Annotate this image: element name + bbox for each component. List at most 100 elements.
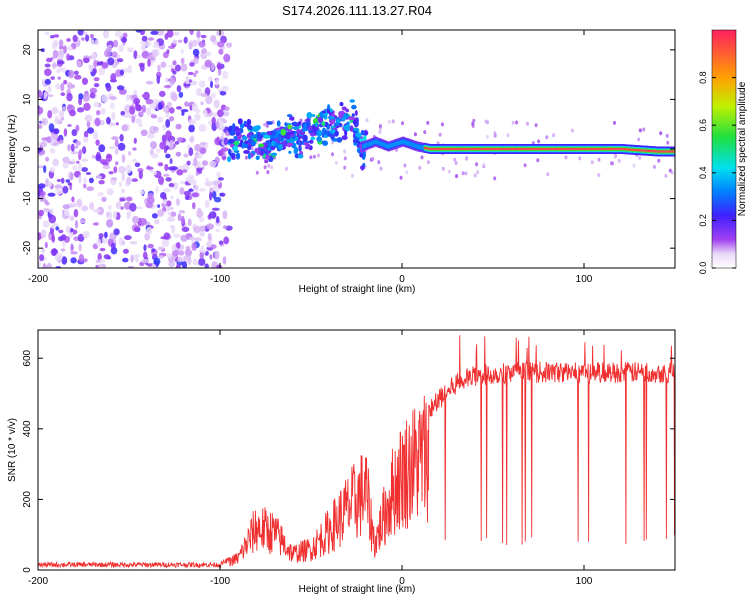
- spectrogram-cell: [165, 119, 171, 128]
- spectrogram-cell: [353, 128, 359, 132]
- spectrogram-cell: [482, 147, 485, 151]
- spectrogram-cell: [173, 31, 180, 36]
- spectrogram-cell: [56, 179, 62, 182]
- spectrogram-cell: [198, 40, 206, 48]
- spectrogram-cell: [223, 225, 228, 229]
- spectrogram-cell: [96, 175, 102, 179]
- spectrogram-cell: [449, 147, 452, 151]
- spectrogram-cell: [163, 173, 170, 177]
- spectrogram-cell: [132, 215, 139, 224]
- spectrogram-cell: [673, 150, 675, 153]
- spectrogram-cell: [83, 102, 91, 111]
- spectrogram-cell: [208, 76, 213, 82]
- spectrogram-cell: [476, 170, 480, 175]
- spectrogram-cell: [170, 211, 177, 217]
- spectrogram-cell: [463, 147, 467, 151]
- spectrogram-cell: [93, 101, 100, 108]
- spectrogram-cell: [42, 220, 50, 228]
- spectrogram-cell: [47, 192, 56, 197]
- snr-frame: [37, 329, 676, 571]
- spectrogram-cell: [76, 60, 82, 68]
- spectrogram-cell: [587, 147, 590, 151]
- spectrogram-cell: [120, 206, 124, 210]
- spectrogram-cell: [200, 245, 205, 253]
- spectrogram-cell: [493, 133, 497, 138]
- spectrogram-cell: [642, 149, 645, 152]
- spectrogram-cell: [156, 30, 165, 36]
- spectrogram-cell: [649, 149, 652, 153]
- spectrogram-cell: [94, 117, 101, 127]
- spectrogram-cell: [165, 153, 171, 159]
- spectrogram-cell: [343, 149, 347, 154]
- snr-panel: -200 -100 0 100 0 200 400 600 Height of straig…: [7, 329, 676, 595]
- spectrogram-cell: [78, 93, 84, 100]
- snr-series-line: [38, 335, 675, 569]
- spectrogram-cell: [128, 151, 132, 156]
- spectrogram-cell: [578, 147, 581, 151]
- spectrogram-cell: [153, 41, 160, 49]
- spectrogram-cell: [105, 116, 111, 125]
- spectrogram-cell: [54, 252, 63, 262]
- spectrogram-cell: [78, 149, 83, 156]
- spectrogram-cell: [58, 45, 65, 50]
- spectrogram-cell: [598, 147, 601, 151]
- spectrogram-cell: [189, 135, 195, 144]
- spectrogram-cell: [98, 233, 104, 238]
- spectrogram-cell: [194, 113, 201, 121]
- spectrogram-cell: [82, 136, 89, 143]
- spectrogram-cell: [270, 152, 278, 156]
- spectrogram-cell: [82, 77, 89, 85]
- spectrogram-cell: [125, 94, 130, 102]
- spectrogram-cell: [38, 183, 46, 189]
- spectrogram-cell: [49, 148, 56, 154]
- spectrogram-cell: [136, 54, 143, 59]
- spectrogram-cell: [440, 122, 444, 127]
- spectrogram-cell: [218, 240, 224, 245]
- spectrogram-cell: [176, 137, 183, 143]
- spectrogram-cell: [632, 163, 636, 168]
- x-tick-label: 100: [576, 576, 593, 587]
- spectrogram-cell: [511, 120, 515, 125]
- spectrogram-cell: [135, 30, 142, 33]
- spectrogram-cell: [52, 158, 59, 167]
- spectrogram-cell: [418, 144, 421, 150]
- spectrogram-cell: [460, 147, 463, 151]
- spectrogram-cell: [500, 147, 503, 151]
- spectrogram-cell: [208, 160, 217, 168]
- spectrogram-cell: [349, 125, 354, 132]
- spectrogram-cell: [523, 147, 527, 151]
- spectrogram-cell: [51, 107, 59, 115]
- spectrogram-cell: [455, 174, 458, 179]
- spectrogram-cell: [175, 198, 181, 207]
- spectrogram-cell: [293, 146, 299, 154]
- spectrogram-cell: [233, 145, 239, 151]
- spectrogram-cell: [207, 233, 212, 241]
- spectrogram-cell: [170, 195, 174, 200]
- spectrogram-cell: [613, 147, 616, 151]
- x-tick-label: 0: [399, 576, 405, 587]
- spectrogram-cell: [206, 51, 211, 57]
- spectrogram-cell: [71, 196, 75, 203]
- spectrogram-cell: [107, 57, 115, 66]
- spectrogram-cell: [115, 161, 119, 166]
- spectrogram-cell: [69, 227, 74, 233]
- spectrogram-cell: [652, 164, 656, 169]
- spectrogram-cell: [284, 122, 288, 127]
- spectrogram-cell: [318, 129, 322, 137]
- spectrogram-cell: [133, 254, 141, 258]
- spectrogram-cell: [188, 119, 196, 126]
- spectrogram-cell: [405, 170, 409, 175]
- spectrogram-cell: [287, 124, 293, 130]
- spectrogram-cell: [72, 34, 78, 43]
- spectrogram-cell: [590, 160, 594, 165]
- spectrogram-cell: [405, 140, 408, 145]
- spectrogram-cell: [362, 144, 365, 149]
- spectrogram-cell: [285, 166, 288, 171]
- spectrogram-cell: [263, 135, 271, 139]
- spectrogram-cell: [195, 172, 199, 176]
- spectrogram-cell: [365, 118, 369, 123]
- spectrogram-cell: [198, 124, 207, 132]
- spectrogram-cell: [306, 112, 313, 119]
- spectrogram-cell: [667, 150, 670, 153]
- spectrogram-cell: [187, 256, 192, 266]
